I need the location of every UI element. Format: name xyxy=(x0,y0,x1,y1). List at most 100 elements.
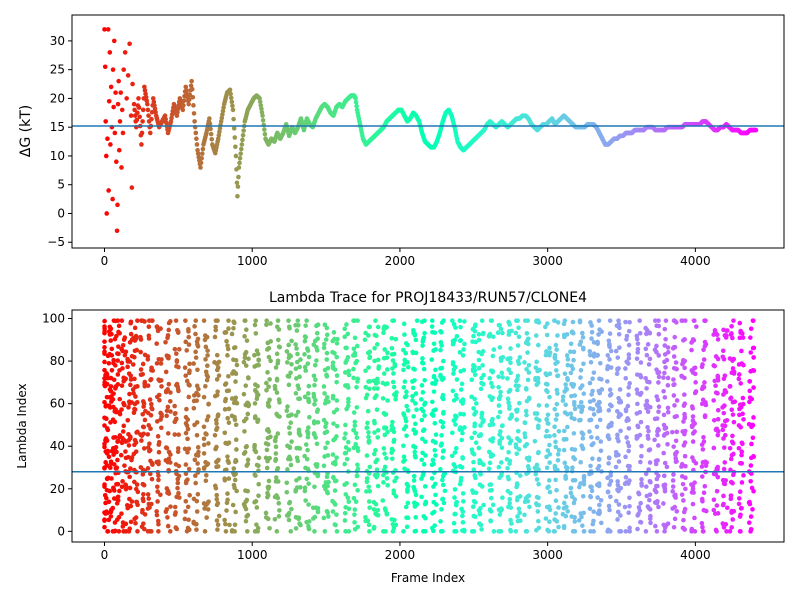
lambda-point xyxy=(125,417,131,423)
lambda-point xyxy=(187,361,192,367)
lambda-point xyxy=(674,366,679,372)
delta-g-point xyxy=(239,142,245,147)
delta-g-point xyxy=(209,136,215,142)
lambda-point xyxy=(534,527,539,533)
lambda-point xyxy=(479,351,485,357)
lambda-point xyxy=(384,367,390,372)
lambda-point xyxy=(121,529,126,534)
lambda-point xyxy=(545,527,550,533)
lambda-point xyxy=(500,330,505,336)
lambda-point xyxy=(212,393,218,399)
lambda-point xyxy=(303,465,308,471)
lambda-point xyxy=(252,364,257,369)
x-tick-label: 2000 xyxy=(385,548,416,562)
lambda-point xyxy=(652,318,658,323)
lambda-point xyxy=(146,496,152,501)
lambda-point xyxy=(410,379,415,384)
lambda-point xyxy=(627,319,632,325)
lambda-point xyxy=(722,403,727,408)
lambda-point xyxy=(314,358,319,363)
lambda-point xyxy=(524,412,529,418)
lambda-point xyxy=(568,490,574,496)
lambda-point xyxy=(125,505,130,511)
lambda-point xyxy=(234,447,239,452)
lambda-point xyxy=(201,466,207,471)
lambda-point xyxy=(352,520,357,525)
delta-g-point xyxy=(112,130,118,136)
delta-g-point xyxy=(139,130,145,136)
lambda-point xyxy=(490,353,496,359)
lambda-point xyxy=(284,489,290,495)
lambda-point xyxy=(513,383,519,388)
lambda-point xyxy=(264,447,270,453)
lambda-point xyxy=(422,377,427,383)
lambda-point xyxy=(578,375,583,380)
lambda-point xyxy=(751,415,756,420)
lambda-point xyxy=(195,342,200,347)
lambda-point xyxy=(692,515,697,521)
lambda-point xyxy=(532,411,538,416)
lambda-point xyxy=(533,333,539,338)
lambda-point xyxy=(570,465,575,470)
lambda-point xyxy=(363,330,368,336)
lambda-point xyxy=(371,418,377,424)
lambda-point xyxy=(562,371,568,377)
lambda-point xyxy=(371,378,377,384)
lambda-point xyxy=(459,381,465,387)
lambda-point xyxy=(471,333,476,339)
lambda-point xyxy=(321,515,327,521)
lambda-point xyxy=(113,466,119,471)
lambda-point xyxy=(334,529,340,534)
lambda-point xyxy=(689,482,694,487)
lambda-point xyxy=(564,387,570,392)
lambda-point xyxy=(460,456,465,461)
lambda-point xyxy=(324,429,330,434)
lambda-point xyxy=(481,372,486,378)
lambda-point xyxy=(701,434,706,440)
delta-g-point xyxy=(125,73,131,78)
lambda-point xyxy=(545,389,550,395)
lambda-point xyxy=(163,339,168,345)
lambda-point xyxy=(325,490,331,496)
lambda-point xyxy=(323,445,328,451)
lambda-point xyxy=(623,375,629,381)
lambda-point xyxy=(102,465,107,471)
lambda-point xyxy=(102,399,107,405)
lambda-point xyxy=(478,522,484,528)
lambda-point xyxy=(413,337,419,343)
lambda-point xyxy=(159,414,164,419)
delta-g-point xyxy=(153,109,158,115)
lambda-point xyxy=(555,457,561,463)
lambda-point xyxy=(366,522,372,528)
lambda-point xyxy=(536,495,541,501)
lambda-point xyxy=(374,407,380,412)
lambda-point xyxy=(125,364,130,370)
delta-g-point xyxy=(259,109,265,115)
lambda-point xyxy=(410,393,415,399)
lambda-point xyxy=(656,353,662,358)
lambda-point xyxy=(497,475,502,481)
lambda-point xyxy=(115,457,120,463)
delta-g-point xyxy=(753,127,759,133)
lambda-point xyxy=(146,448,152,454)
lambda-point xyxy=(135,489,141,495)
lambda-point xyxy=(654,476,660,482)
lambda-point xyxy=(293,413,299,418)
lambda-point xyxy=(234,488,239,494)
lambda-point xyxy=(243,518,249,524)
lambda-point xyxy=(186,334,192,340)
lambda-point xyxy=(332,488,338,493)
lambda-point xyxy=(693,380,698,385)
lambda-point xyxy=(365,518,371,524)
lambda-point xyxy=(453,529,459,534)
lambda-point xyxy=(232,417,238,423)
lambda-point xyxy=(580,436,586,441)
lambda-point xyxy=(526,362,532,368)
lambda-point xyxy=(109,331,114,337)
delta-g-point xyxy=(208,131,214,137)
lambda-point xyxy=(563,464,569,470)
lambda-point xyxy=(638,459,643,465)
lambda-point xyxy=(254,505,260,510)
lambda-point xyxy=(496,529,501,534)
lambda-point xyxy=(263,510,269,516)
